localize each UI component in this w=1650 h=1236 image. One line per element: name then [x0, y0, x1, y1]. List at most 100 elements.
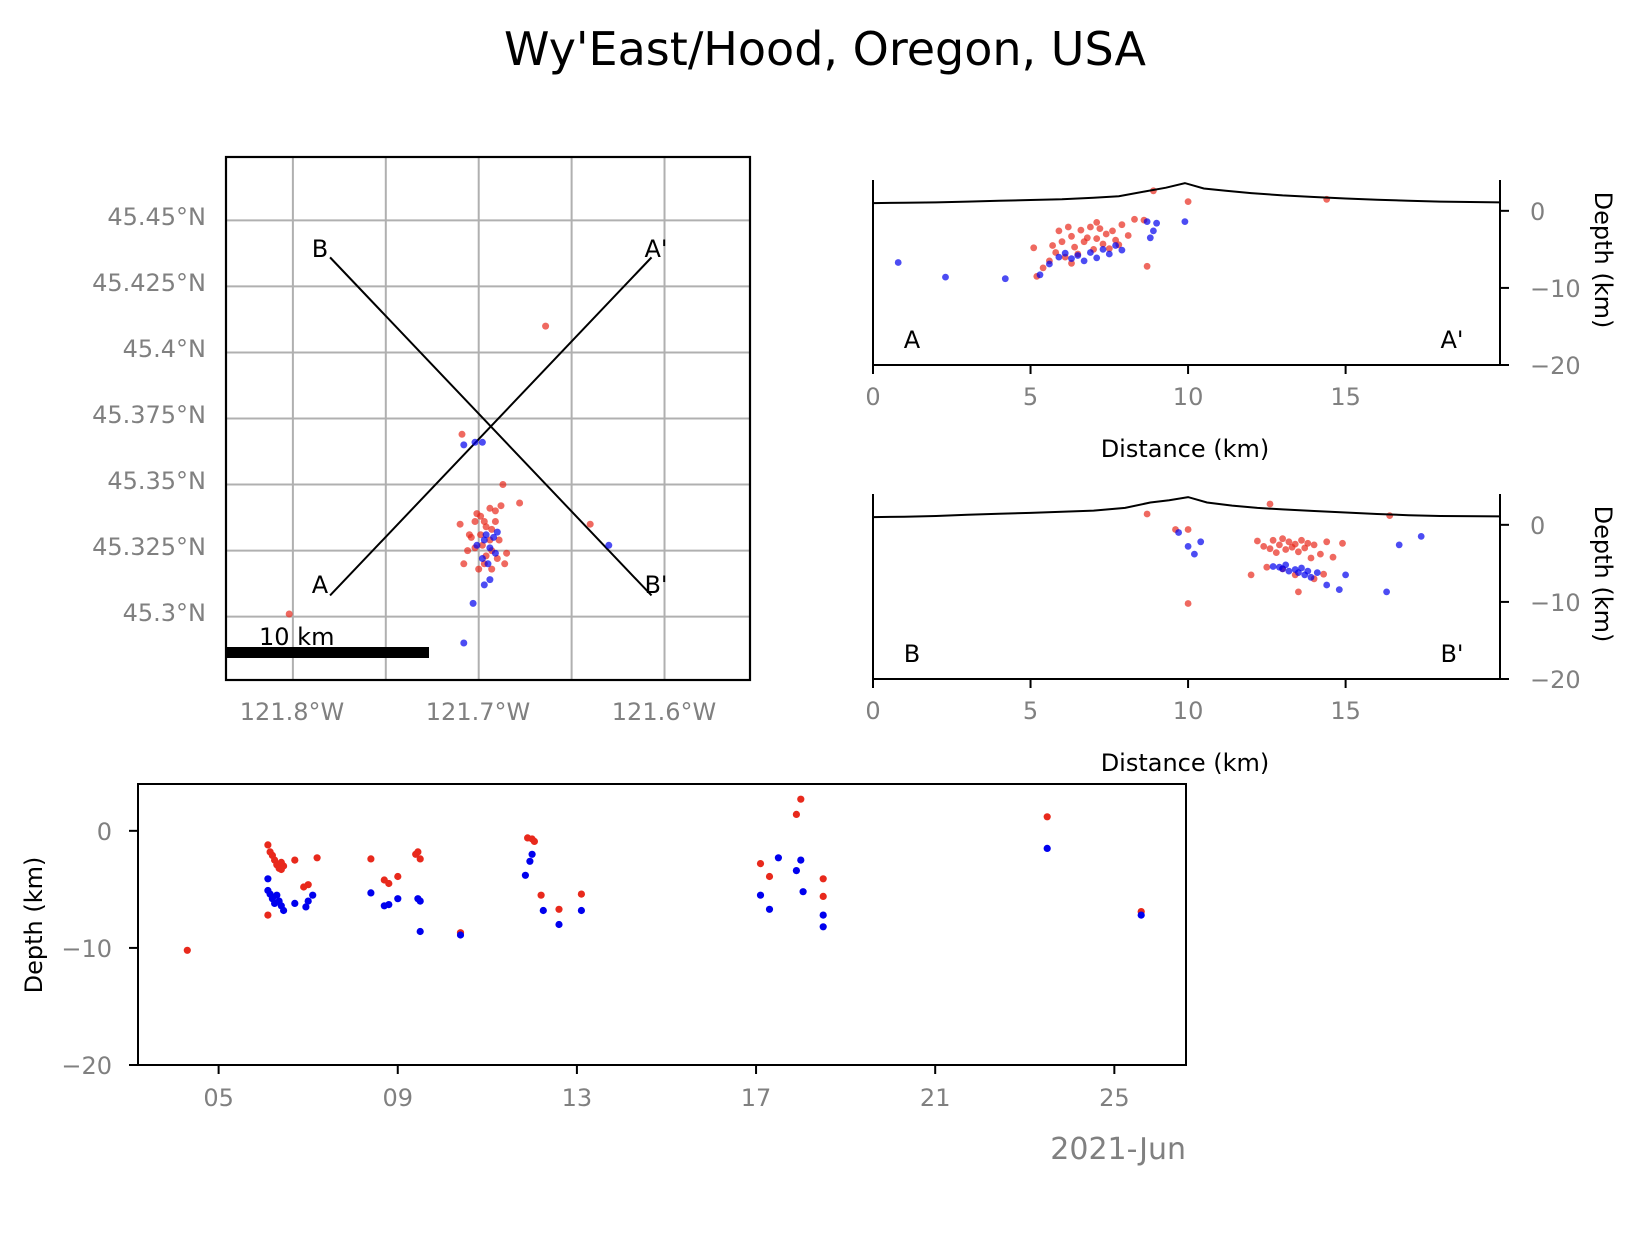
- event-point-older: [367, 855, 375, 863]
- event-point-older: [1266, 545, 1274, 553]
- event-point-older: [1263, 563, 1271, 571]
- x-tick-label: 0: [865, 383, 880, 411]
- cross-section-a-start-label: A: [904, 326, 921, 354]
- depth-time-ylabel: Depth (km): [20, 857, 48, 994]
- event-point-recent: [1313, 569, 1321, 576]
- event-point-recent: [1153, 219, 1160, 227]
- depth-time-frame: [137, 783, 1187, 1066]
- event-point-older: [467, 533, 475, 541]
- x-tick-label: 15: [1330, 383, 1361, 411]
- y-tick-label: −10: [1530, 275, 1581, 303]
- y-tick-label: −10: [1530, 589, 1581, 617]
- profile-label-b: B: [312, 235, 328, 263]
- event-point-older: [1064, 223, 1072, 231]
- event-point-recent: [765, 905, 774, 913]
- x-tick-label: 10: [1173, 383, 1204, 411]
- y-tick-label: −20: [1530, 352, 1581, 380]
- event-point-older: [458, 430, 466, 438]
- event-point-older: [478, 541, 486, 549]
- figure-title: Wy'East/Hood, Oregon, USA: [504, 22, 1146, 76]
- event-point-recent: [797, 856, 805, 864]
- event-point-recent: [1043, 844, 1051, 853]
- event-point-recent: [1137, 911, 1145, 919]
- event-point-recent: [1298, 564, 1305, 572]
- event-point-older: [1102, 230, 1110, 238]
- event-point-older: [1184, 198, 1192, 206]
- event-point-older: [1282, 546, 1290, 553]
- event-point-older: [1087, 223, 1094, 231]
- x-tick-label: 25: [1099, 1084, 1130, 1112]
- event-point-recent: [478, 555, 486, 562]
- event-point-older: [491, 507, 499, 515]
- y-tick-label: 0: [1530, 198, 1545, 226]
- event-point-older: [491, 518, 499, 525]
- event-point-recent: [416, 927, 424, 936]
- event-point-older: [577, 890, 586, 898]
- event-point-older: [1317, 550, 1324, 558]
- y-tick-label: −20: [61, 1052, 112, 1080]
- event-point-older: [471, 518, 479, 525]
- event-point-older: [819, 892, 827, 901]
- y-tick-label: 0: [97, 818, 112, 846]
- event-point-recent: [555, 920, 563, 929]
- event-point-older: [1386, 512, 1394, 519]
- event-point-older: [1307, 554, 1315, 562]
- event-point-recent: [1184, 543, 1192, 550]
- event-point-recent: [456, 931, 465, 939]
- event-point-older: [304, 881, 312, 889]
- event-point-recent: [473, 541, 481, 549]
- event-point-recent: [1118, 246, 1126, 254]
- profile-label-a: A: [312, 571, 329, 599]
- x-tick-label: 05: [203, 1084, 234, 1112]
- event-point-recent: [577, 906, 586, 915]
- cross-section-b-start-label: B: [904, 640, 920, 668]
- map-profile-lines: [329, 256, 653, 597]
- event-point-older: [1093, 235, 1101, 243]
- event-point-older: [1304, 539, 1312, 547]
- event-point-recent: [1197, 538, 1205, 546]
- event-point-recent: [1282, 561, 1290, 569]
- event-point-older: [482, 523, 490, 531]
- event-point-older: [765, 872, 774, 881]
- lat-tick-label: 45.425°N: [92, 269, 206, 297]
- event-point-older: [1096, 225, 1104, 233]
- cross-section-a-panel: 0 5 10 15 0 −10 −20 Distance (km) Depth (km) A…: [865, 180, 1617, 463]
- event-point-older: [480, 518, 488, 525]
- event-point-recent: [774, 854, 783, 862]
- y-tick-label: −20: [1530, 666, 1581, 694]
- event-point-recent: [539, 906, 547, 915]
- event-point-recent: [460, 639, 468, 647]
- event-point-older: [1043, 813, 1051, 821]
- event-point-older: [497, 502, 505, 510]
- event-point-older: [1339, 539, 1346, 547]
- x-tick-label: 15: [1330, 697, 1361, 725]
- event-point-recent: [478, 438, 486, 446]
- event-point-older: [1143, 262, 1151, 270]
- event-point-older: [1320, 570, 1327, 578]
- event-point-recent: [756, 891, 765, 899]
- event-point-recent: [605, 541, 613, 549]
- event-point-older: [1131, 215, 1138, 223]
- event-point-recent: [792, 867, 801, 875]
- event-point-older: [1276, 541, 1283, 549]
- x-tick-label: 5: [1023, 383, 1038, 411]
- cross-section-b-end-label: B': [1440, 640, 1463, 668]
- event-point-recent: [799, 888, 807, 896]
- event-point-older: [473, 510, 481, 518]
- x-tick-label: 5: [1023, 697, 1038, 725]
- event-point-recent: [521, 871, 530, 879]
- event-point-recent: [1112, 242, 1119, 249]
- lat-tick-label: 45.35°N: [107, 467, 206, 495]
- event-point-older: [488, 565, 496, 573]
- depth-time-ticks: 05 09 13 17 21 25 0 −10 −20: [61, 818, 1129, 1112]
- event-point-older: [1279, 535, 1286, 543]
- profile-label-b-prime: B': [644, 571, 667, 599]
- scale-bar: [226, 647, 429, 658]
- event-point-recent: [486, 544, 494, 552]
- cross-section-b-ticks: 0 5 10 15 0 −10 −20: [865, 512, 1580, 725]
- event-point-older: [1329, 553, 1337, 561]
- event-point-older: [394, 872, 402, 881]
- event-point-older: [501, 560, 509, 568]
- event-point-older: [416, 855, 424, 863]
- event-point-older: [477, 531, 485, 539]
